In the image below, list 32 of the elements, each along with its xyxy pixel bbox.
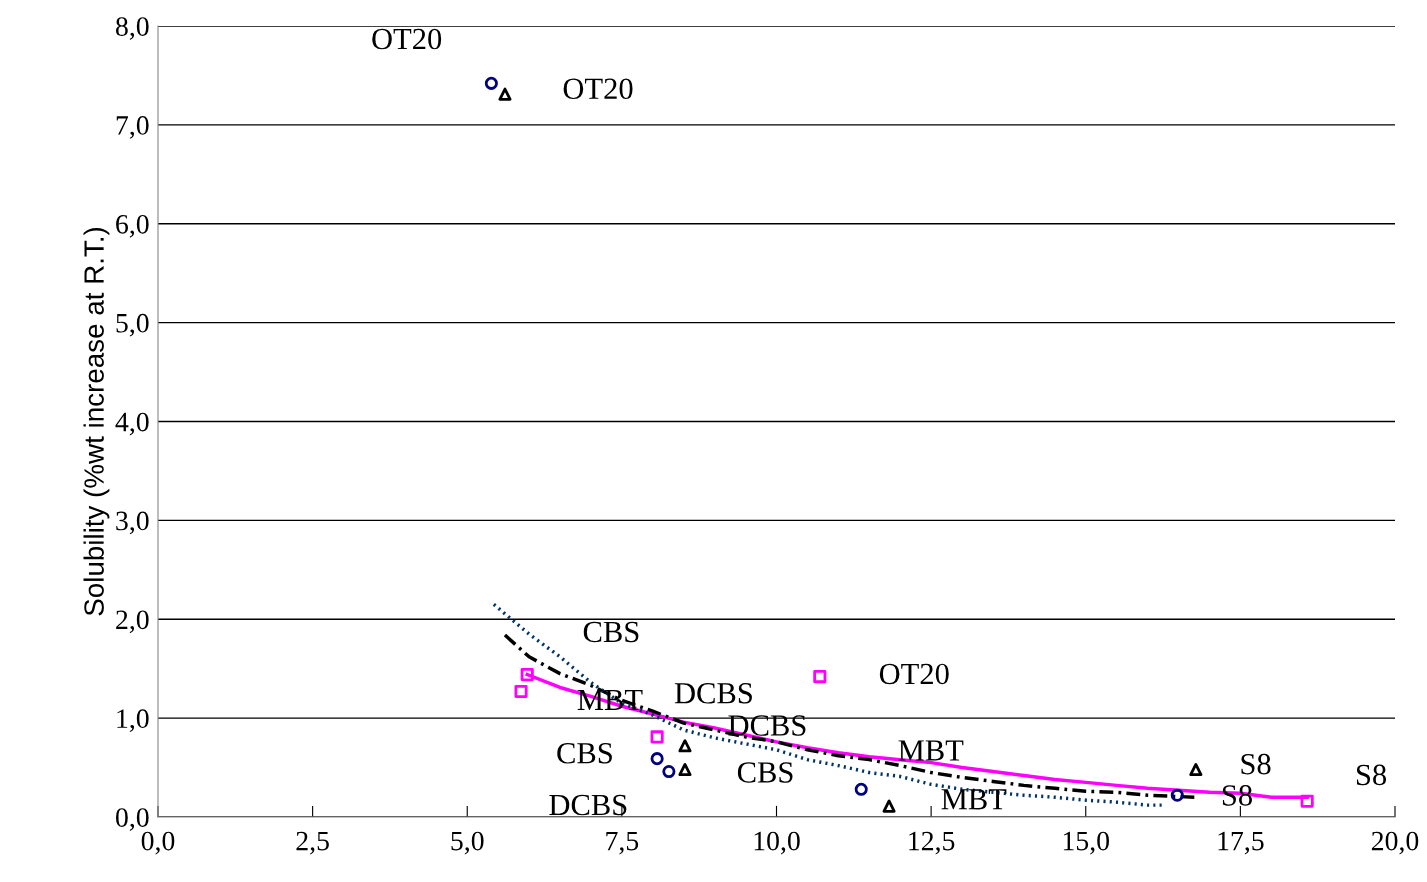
y-tick-label: 0,0 bbox=[116, 808, 149, 831]
annotation: OT20 bbox=[372, 28, 442, 50]
annotation: OT20 bbox=[879, 663, 949, 685]
x-tick-label: 5,0 bbox=[451, 831, 484, 855]
x-tick-label: 15,0 bbox=[1063, 831, 1109, 855]
annotation: CBS bbox=[583, 621, 639, 643]
annotation: OT20 bbox=[563, 78, 633, 100]
annotation: DCBS bbox=[549, 794, 627, 816]
y-tick-label: 7,0 bbox=[116, 116, 149, 139]
annotation: S8 bbox=[1241, 753, 1271, 775]
x-tick-label: 17,5 bbox=[1218, 831, 1264, 855]
x-tick-label: 7,5 bbox=[606, 831, 639, 855]
annotation: S8 bbox=[1356, 764, 1387, 786]
y-tick-label: 4,0 bbox=[115, 412, 149, 436]
x-tick-label: 10,0 bbox=[754, 831, 800, 855]
y-tick-label: 6,0 bbox=[116, 214, 149, 238]
x-tick-label: 12,5 bbox=[909, 831, 955, 855]
y-tick-label: 5,0 bbox=[116, 313, 149, 337]
x-tick-label: 2,5 bbox=[296, 831, 329, 855]
y-tick-label: 1,0 bbox=[117, 709, 149, 733]
annotation: DCBS bbox=[728, 715, 806, 736]
x-tick-label: 20,0 bbox=[1371, 831, 1419, 855]
annotation: MBT bbox=[898, 740, 964, 761]
annotation: MBT bbox=[941, 789, 1007, 810]
annotation: CBS bbox=[557, 743, 612, 764]
y-tick-label: 8,0 bbox=[116, 17, 149, 40]
y-tick-label: 3,0 bbox=[116, 511, 149, 535]
annotation: DCBS bbox=[674, 683, 752, 704]
x-tick-label: 0,0 bbox=[141, 831, 175, 855]
y-axis-title: Solubility (%wt increase at R.T.) bbox=[83, 227, 110, 616]
y-tick-label: 2,0 bbox=[116, 610, 149, 634]
annotation: CBS bbox=[737, 762, 793, 783]
